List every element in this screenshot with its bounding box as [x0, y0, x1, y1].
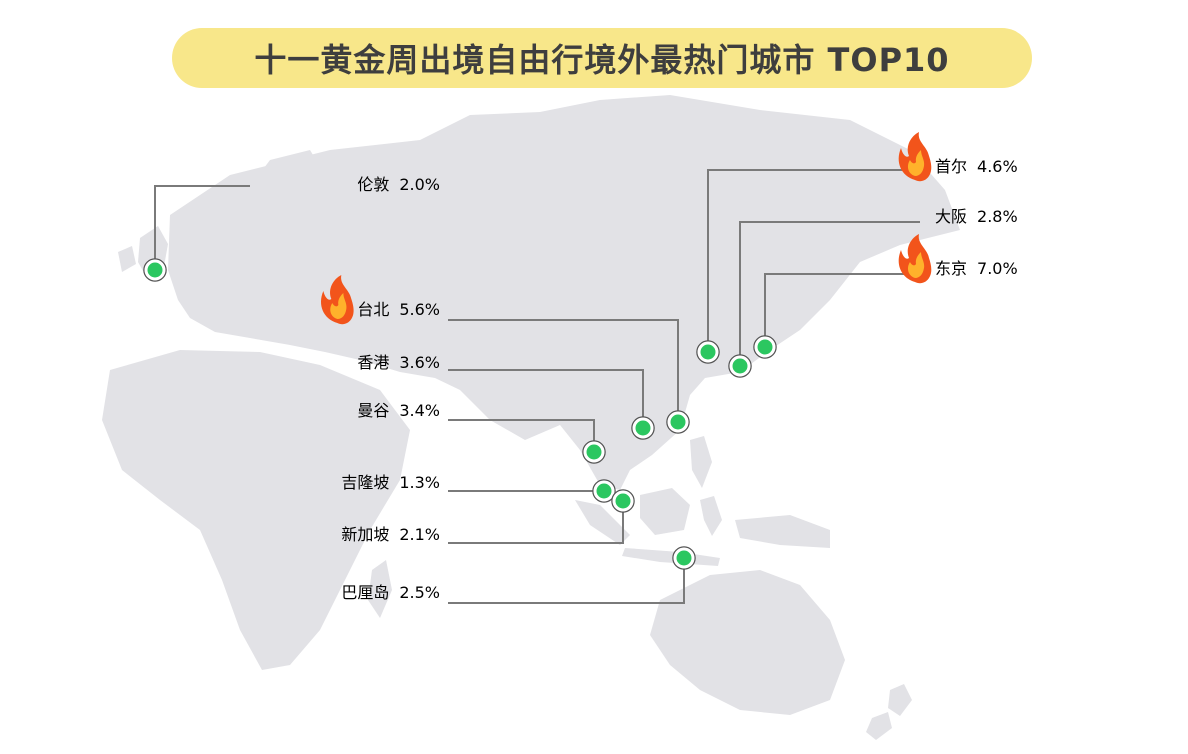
city-labels: 伦敦 2.0% 台北 5.6% 香港 3.6% 曼谷 3.4% 吉隆坡 1.3% 新加坡 2.1% 巴厘…: [321, 132, 1018, 602]
map-scandinavia: [240, 150, 325, 215]
leader-line: [448, 503, 624, 544]
city-percent: 7.0%: [977, 259, 1018, 278]
leader-line: [764, 273, 920, 345]
map-new-zealand: [888, 684, 912, 716]
city-dot-ring: [143, 258, 167, 282]
city-label-text: 首尔 4.6%: [935, 157, 1018, 176]
city-label: 大阪 2.8%: [935, 207, 1018, 226]
map-madagascar: [368, 560, 392, 618]
city-dot: [667, 411, 689, 433]
chart-title: 十一黄金周出境自由行境外最热门城市 TOP10: [172, 28, 1032, 88]
map-new-zealand-south: [866, 712, 892, 740]
city-label-text: 曼谷 3.4%: [357, 401, 440, 420]
city-dot-ring: [592, 479, 616, 503]
city-dot: [583, 441, 605, 463]
city-label: 首尔 4.6%: [935, 157, 1018, 176]
leader-line: [448, 369, 644, 426]
map-japan: [730, 246, 792, 364]
hot-flame-icon: [321, 275, 354, 325]
city-label-text: 东京 7.0%: [935, 259, 1018, 278]
city-percent: 2.0%: [399, 175, 440, 194]
city-dots: [143, 258, 777, 570]
city-dot: [729, 355, 751, 377]
city-label-text: 大阪 2.8%: [935, 207, 1018, 226]
city-label-text: 巴厘岛 2.5%: [341, 583, 440, 602]
city-label-text: 台北 5.6%: [357, 300, 440, 319]
city-label: 巴厘岛 2.5%: [341, 583, 440, 602]
map-java-bali: [622, 548, 720, 566]
city-dot: [673, 547, 695, 569]
city-percent: 1.3%: [399, 473, 440, 492]
map-philippines: [690, 436, 712, 488]
map-africa: [102, 350, 410, 670]
city-dot: [593, 480, 615, 502]
hot-flame-icon: [898, 132, 932, 182]
leader-line: [448, 419, 595, 450]
map-borneo: [640, 488, 690, 535]
map-new-guinea: [735, 515, 830, 548]
city-dot: [612, 490, 634, 512]
city-label: 吉隆坡 1.3%: [341, 473, 440, 492]
city-percent: 3.6%: [399, 353, 440, 372]
city-label-text: 吉隆坡 1.3%: [341, 473, 440, 492]
map-australia: [650, 570, 845, 715]
city-label-text: 新加坡 2.1%: [341, 525, 440, 544]
city-name: 吉隆坡: [341, 473, 389, 492]
city-label-text: 伦敦 2.0%: [357, 175, 440, 194]
city-percent: 2.8%: [977, 207, 1018, 226]
city-percent: 3.4%: [399, 401, 440, 420]
city-name: 台北: [357, 300, 389, 319]
city-percent: 2.5%: [399, 583, 440, 602]
city-dot-ring: [672, 546, 696, 570]
city-dot-ring: [666, 410, 690, 434]
city-label: 台北 5.6%: [357, 300, 440, 319]
city-percent: 4.6%: [977, 157, 1018, 176]
city-name: 新加坡: [341, 525, 389, 544]
hot-flame-icon: [898, 234, 932, 284]
city-name: 伦敦: [357, 175, 389, 194]
city-label-text: 香港 3.6%: [357, 353, 440, 372]
city-name: 大阪: [935, 207, 967, 226]
city-dot-ring: [582, 440, 606, 464]
leader-line: [707, 169, 920, 350]
city-dot: [697, 341, 719, 363]
city-name: 首尔: [935, 157, 967, 176]
city-dot-ring: [728, 354, 752, 378]
leader-lines: [154, 169, 920, 604]
city-label: 香港 3.6%: [357, 353, 440, 372]
city-label: 曼谷 3.4%: [357, 401, 440, 420]
city-dot: [754, 336, 776, 358]
city-label: 新加坡 2.1%: [341, 525, 440, 544]
city-dot: [632, 417, 654, 439]
city-dot-ring: [631, 416, 655, 440]
city-name: 东京: [935, 259, 967, 278]
leader-line: [448, 319, 679, 420]
leader-line: [739, 221, 920, 364]
map-sumatra: [575, 500, 630, 545]
city-dot-ring: [753, 335, 777, 359]
city-dot: [144, 259, 166, 281]
city-name: 香港: [357, 353, 389, 372]
world-map-background: [102, 95, 960, 740]
city-dot-ring: [611, 489, 635, 513]
city-percent: 2.1%: [399, 525, 440, 544]
city-percent: 5.6%: [399, 300, 440, 319]
city-label: 东京 7.0%: [935, 259, 1018, 278]
leader-line: [448, 560, 685, 604]
city-name: 巴厘岛: [341, 583, 389, 602]
city-label: 伦敦 2.0%: [357, 175, 440, 194]
city-name: 曼谷: [357, 401, 389, 420]
map-eurasia: [168, 95, 960, 490]
map-ireland: [118, 246, 136, 272]
map-sulawesi: [700, 496, 722, 536]
city-dot-ring: [696, 340, 720, 364]
leader-line: [154, 185, 250, 268]
